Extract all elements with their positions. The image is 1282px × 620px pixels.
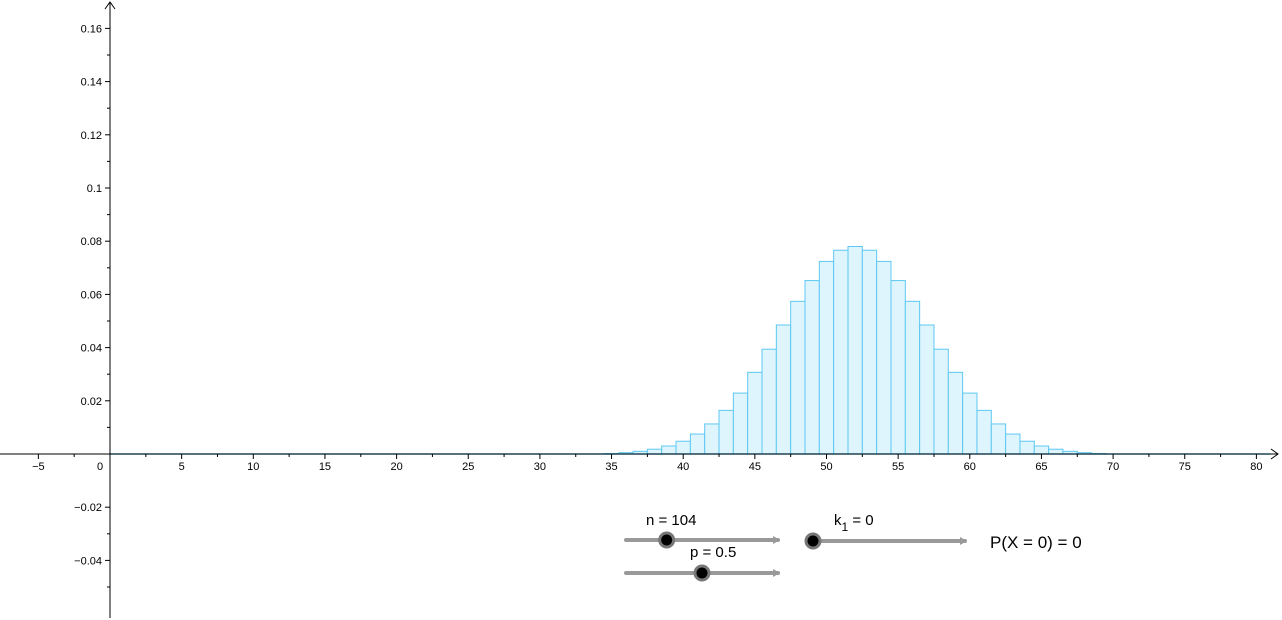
histogram-bar [747,371,763,455]
histogram-bar [790,300,806,455]
slider-p-thumb[interactable] [693,564,711,582]
x-tick-label: 70 [1107,461,1119,473]
histogram-bar [933,348,949,455]
x-tick-label: 40 [677,461,689,473]
x-tick-label: 50 [820,461,832,473]
slider-k1[interactable]: k1 = 0 [804,512,967,550]
histogram-bar [962,392,978,455]
histogram-bar [761,348,777,455]
x-tick-label: 65 [1035,461,1047,473]
slider-n-track-arrow [773,536,780,544]
y-ticks: −0.04 −0.02 0.02 0.04 0.06 0.08 0.1 0.12 0.14 0.1… [74,23,110,588]
x-tick-label: 75 [1179,461,1191,473]
slider-k1-thumb[interactable] [804,532,822,550]
histogram-bar [718,409,734,455]
x-ticks: −5 0 5 10 15 20 25 30 35 40 45 50 55 60 65 70 75 80 [32,454,1263,473]
histogram-bar [861,249,878,455]
y-tick-label: −0.04 [74,555,102,567]
histogram-bar [1033,445,1050,455]
x-tick-label: 30 [534,461,546,473]
histogram-bar [876,260,892,455]
y-tick-label: 0.16 [81,23,102,35]
x-tick-label: 25 [462,461,474,473]
histogram-bar [1019,440,1035,455]
y-tick-label: 0.1 [87,183,102,195]
histogram-bar [890,280,906,455]
histogram-bar [976,409,992,455]
y-tick-label: 0.08 [81,236,102,248]
histogram-bar [833,249,849,455]
x-tick-label: −5 [32,461,45,473]
slider-n-thumb[interactable] [658,531,676,549]
x-tick-label: 5 [179,461,185,473]
x-tick-label: 0 [97,461,103,473]
x-tick-label: 60 [964,461,976,473]
slider-p-track-arrow [773,569,780,577]
slider-p[interactable]: p = 0.5 [624,544,780,582]
histogram-bar [847,246,863,455]
x-tick-label: 10 [247,461,259,473]
histogram-bar [818,260,835,455]
y-axis-arrow [104,1,116,10]
x-tick-label: 20 [390,461,402,473]
histogram-bar [904,300,921,455]
histogram-bar [990,423,1007,455]
histogram-bar [661,445,677,455]
histogram-bar [804,280,820,455]
histogram-bars [603,246,1107,455]
histogram-bar [1005,433,1021,455]
histogram-bar [919,324,935,455]
x-tick-label: 45 [749,461,761,473]
histogram-bar [947,371,964,455]
x-tick-label: 15 [319,461,331,473]
y-tick-label: 0.14 [81,77,102,89]
histogram-bar [675,440,691,455]
slider-p-label: p = 0.5 [690,544,736,561]
histogram-bar [732,392,749,455]
probability-text: P(X = 0) = 0 [990,533,1082,552]
histogram-bar [704,423,720,455]
histogram-bar [775,324,792,455]
x-tick-label: 55 [892,461,904,473]
x-tick-label: 35 [605,461,617,473]
y-tick-label: −0.02 [74,502,102,514]
x-axis-arrow [1270,448,1279,460]
y-tick-label: 0.12 [81,130,102,142]
x-tick-label: 80 [1250,461,1262,473]
histogram-bar [689,433,706,455]
slider-n-label: n = 104 [646,512,696,529]
y-tick-label: 0.06 [81,289,102,301]
slider-k1-label: k1 = 0 [834,512,874,534]
y-tick-label: 0.04 [81,343,102,355]
y-tick-label: 0.02 [81,396,102,408]
slider-n[interactable]: n = 104 [624,512,780,549]
slider-k1-track-arrow [960,537,967,545]
